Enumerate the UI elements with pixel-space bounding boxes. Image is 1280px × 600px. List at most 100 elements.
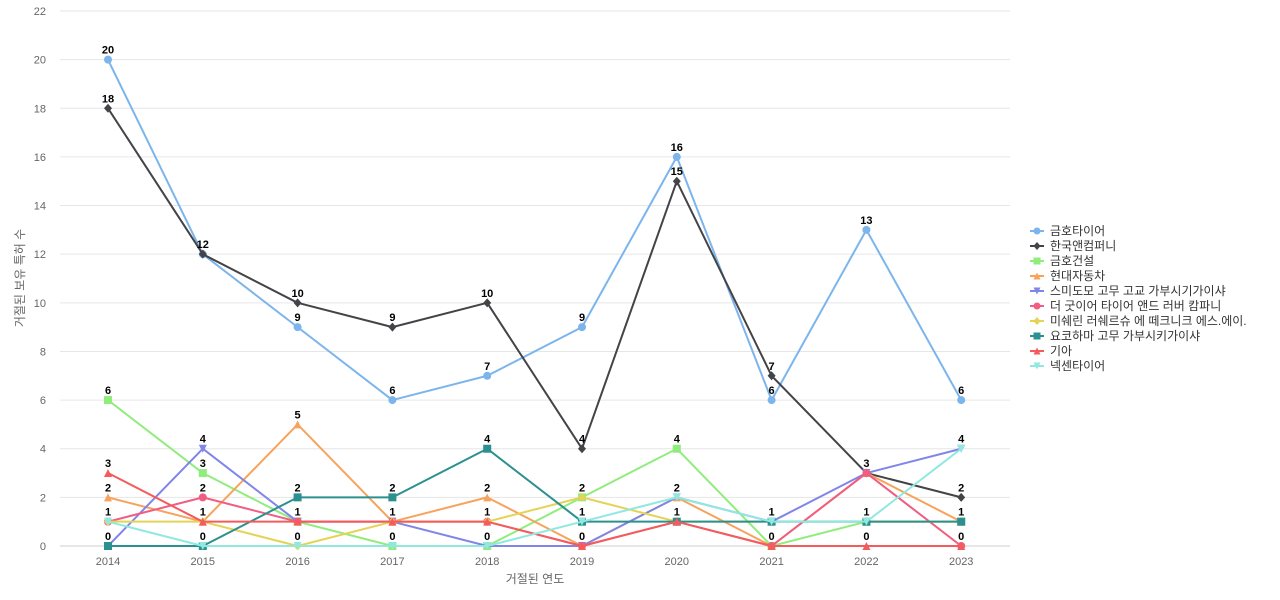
data-point[interactable] — [198, 444, 207, 453]
data-point[interactable] — [293, 493, 302, 502]
x-tick-label: 2022 — [854, 556, 878, 568]
data-point[interactable] — [957, 396, 966, 405]
data-label: 0 — [769, 531, 775, 543]
legend-marker — [1033, 347, 1041, 355]
legend-item[interactable]: 더 굿이어 타이어 앤드 러버 캄파니 — [1030, 299, 1221, 313]
data-label: 4 — [674, 434, 681, 446]
data-point[interactable] — [198, 542, 207, 550]
legend-marker — [1033, 287, 1041, 295]
data-point[interactable] — [957, 492, 966, 502]
data-point[interactable] — [672, 517, 681, 526]
data-label: 1 — [958, 507, 964, 519]
data-label: 1 — [295, 507, 301, 519]
x-tick-label: 2020 — [665, 556, 689, 568]
data-point[interactable] — [388, 322, 397, 332]
data-point[interactable] — [198, 493, 207, 502]
y-tick-label: 16 — [34, 152, 46, 164]
data-point[interactable] — [578, 492, 586, 502]
legend-item[interactable]: 미쉐린 러쉐르슈 에 떼크니크 에스.에이. — [1030, 314, 1247, 328]
data-point[interactable] — [767, 396, 776, 405]
data-point[interactable] — [293, 542, 302, 550]
legend-label: 기아 — [1050, 344, 1072, 358]
data-point[interactable] — [483, 371, 492, 380]
data-point[interactable] — [862, 225, 871, 234]
series-lines — [104, 55, 966, 551]
data-point[interactable] — [104, 103, 112, 113]
legend-item[interactable]: 현대자동차 — [1030, 269, 1105, 283]
data-label: 2 — [484, 482, 490, 494]
data-label: 5 — [295, 409, 301, 421]
data-point[interactable] — [483, 517, 492, 526]
data-point[interactable] — [862, 469, 871, 478]
data-point[interactable] — [483, 298, 492, 308]
legend-item[interactable]: 기아 — [1030, 344, 1072, 358]
data-point[interactable] — [578, 323, 586, 332]
data-labels: 2018632101243210109521096210107421094210… — [102, 45, 965, 543]
data-point[interactable] — [483, 444, 492, 453]
data-point[interactable] — [767, 371, 776, 381]
axes: 거절된 연도 거절된 보유 특허 수 024681012141618202220… — [13, 6, 973, 586]
data-point[interactable] — [957, 517, 966, 526]
legend-item[interactable]: 한국앤컴퍼니 — [1030, 239, 1116, 253]
data-point[interactable] — [293, 323, 302, 332]
data-point[interactable] — [198, 469, 207, 478]
data-point[interactable] — [483, 542, 492, 550]
data-point[interactable] — [578, 444, 586, 454]
data-point[interactable] — [672, 152, 681, 161]
legend-marker — [1033, 257, 1041, 265]
data-point[interactable] — [388, 396, 397, 405]
data-point[interactable] — [957, 542, 966, 550]
data-point[interactable] — [578, 517, 586, 526]
data-point[interactable] — [104, 469, 112, 478]
legend-label: 넥센타이어 — [1050, 359, 1105, 373]
data-point[interactable] — [388, 517, 397, 526]
data-point[interactable] — [104, 542, 112, 550]
data-point[interactable] — [578, 542, 586, 550]
legend-item[interactable]: 금호건설 — [1030, 254, 1094, 268]
data-point[interactable] — [957, 444, 966, 453]
legend-item[interactable]: 스미도모 고무 고교 가부시기가이샤 — [1030, 284, 1226, 298]
data-point[interactable] — [104, 517, 112, 526]
legend-label: 한국앤컴퍼니 — [1050, 239, 1116, 253]
legend-label: 금호타이어 — [1050, 224, 1105, 238]
data-point[interactable] — [293, 298, 302, 308]
data-point[interactable] — [672, 176, 681, 186]
data-label: 1 — [484, 507, 490, 519]
data-label: 2 — [200, 482, 206, 494]
data-point[interactable] — [293, 420, 302, 429]
data-point[interactable] — [388, 542, 397, 550]
data-point[interactable] — [388, 493, 397, 502]
data-label: 6 — [958, 385, 964, 397]
legend-marker — [1033, 302, 1041, 310]
data-point[interactable] — [767, 542, 776, 550]
legend-item[interactable]: 넥센타이어 — [1030, 359, 1105, 373]
data-label: 2 — [674, 482, 680, 494]
x-tick-label: 2014 — [96, 556, 120, 568]
x-tick-label: 2018 — [475, 556, 499, 568]
legend-item[interactable]: 금호타이어 — [1030, 224, 1105, 238]
series-line — [107, 58, 963, 402]
data-label: 6 — [389, 385, 395, 397]
data-point[interactable] — [672, 493, 681, 502]
y-tick-label: 14 — [34, 201, 46, 213]
x-tick-label: 2021 — [759, 556, 783, 568]
data-label: 1 — [579, 507, 585, 519]
data-point[interactable] — [198, 249, 207, 259]
data-point[interactable] — [862, 542, 871, 550]
series-1 — [104, 103, 966, 502]
legend-item[interactable]: 요코하마 고무 가부시키가이샤 — [1030, 329, 1200, 343]
data-point[interactable] — [104, 493, 112, 502]
data-point[interactable] — [293, 517, 302, 526]
data-point[interactable] — [483, 493, 492, 502]
data-point[interactable] — [104, 396, 112, 405]
legend-label: 금호건설 — [1050, 254, 1094, 268]
data-point[interactable] — [862, 517, 871, 526]
legend-label: 요코하마 고무 가부시키가이샤 — [1050, 329, 1200, 343]
data-label: 6 — [105, 385, 111, 397]
data-point[interactable] — [104, 55, 112, 64]
data-point[interactable] — [767, 517, 776, 526]
data-label: 0 — [579, 531, 585, 543]
data-label: 9 — [389, 312, 395, 324]
data-point[interactable] — [198, 517, 207, 526]
data-point[interactable] — [672, 444, 681, 453]
